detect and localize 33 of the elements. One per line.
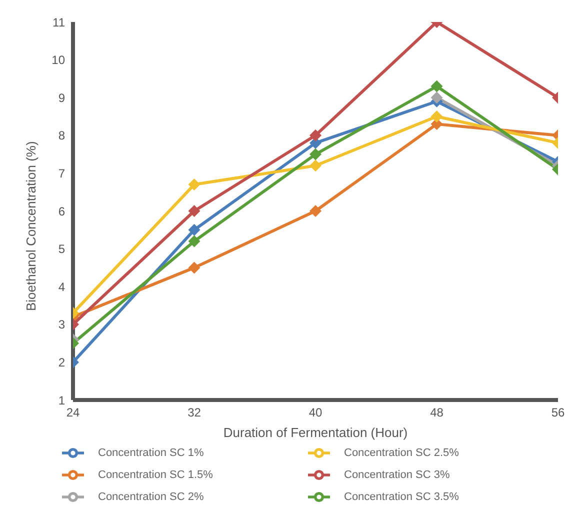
legend-label: Concentration SC 2% [97,490,205,503]
legend-label: Concentration SC 3.5% [343,490,460,503]
point [310,148,322,160]
y-tick-label: 9 [58,90,66,105]
x-tick-label: 48 [430,406,444,420]
y-tick-label: 3 [58,318,66,332]
point [310,205,322,217]
y-tick-label: 5 [58,242,66,256]
point [310,160,322,172]
y-tick-label: 8 [58,128,66,143]
y-tick-label: 10 [52,53,66,68]
point [188,224,200,236]
legend-label: Concentration SC 2.5% [343,446,460,459]
y-tick-label: 6 [58,204,66,218]
point [188,262,200,274]
point [188,178,200,191]
x-tick-label: 56 [551,406,565,420]
y-tick-label: 11 [52,15,66,30]
y-tick-label: 4 [58,280,66,294]
y-axis-title: Bioethanol Concentration (%) [24,141,39,311]
x-tick-label: 24 [66,406,80,420]
point [188,235,200,248]
legend-label: Concentration SC 1.5% [97,468,214,481]
point [430,80,443,92]
x-tick-label: 40 [308,406,322,420]
legend-label: Concentration SC 1% [97,446,205,459]
y-tick-label: 7 [58,166,66,180]
y-tick-label: 2 [58,355,66,370]
x-axis-title: Duration of Fermentation (Hour) [223,425,408,440]
legend-label: Concentration SC 3% [343,468,451,481]
y-tick-label: 1 [58,393,66,408]
point [430,110,443,122]
x-tick-label: 32 [188,406,202,420]
